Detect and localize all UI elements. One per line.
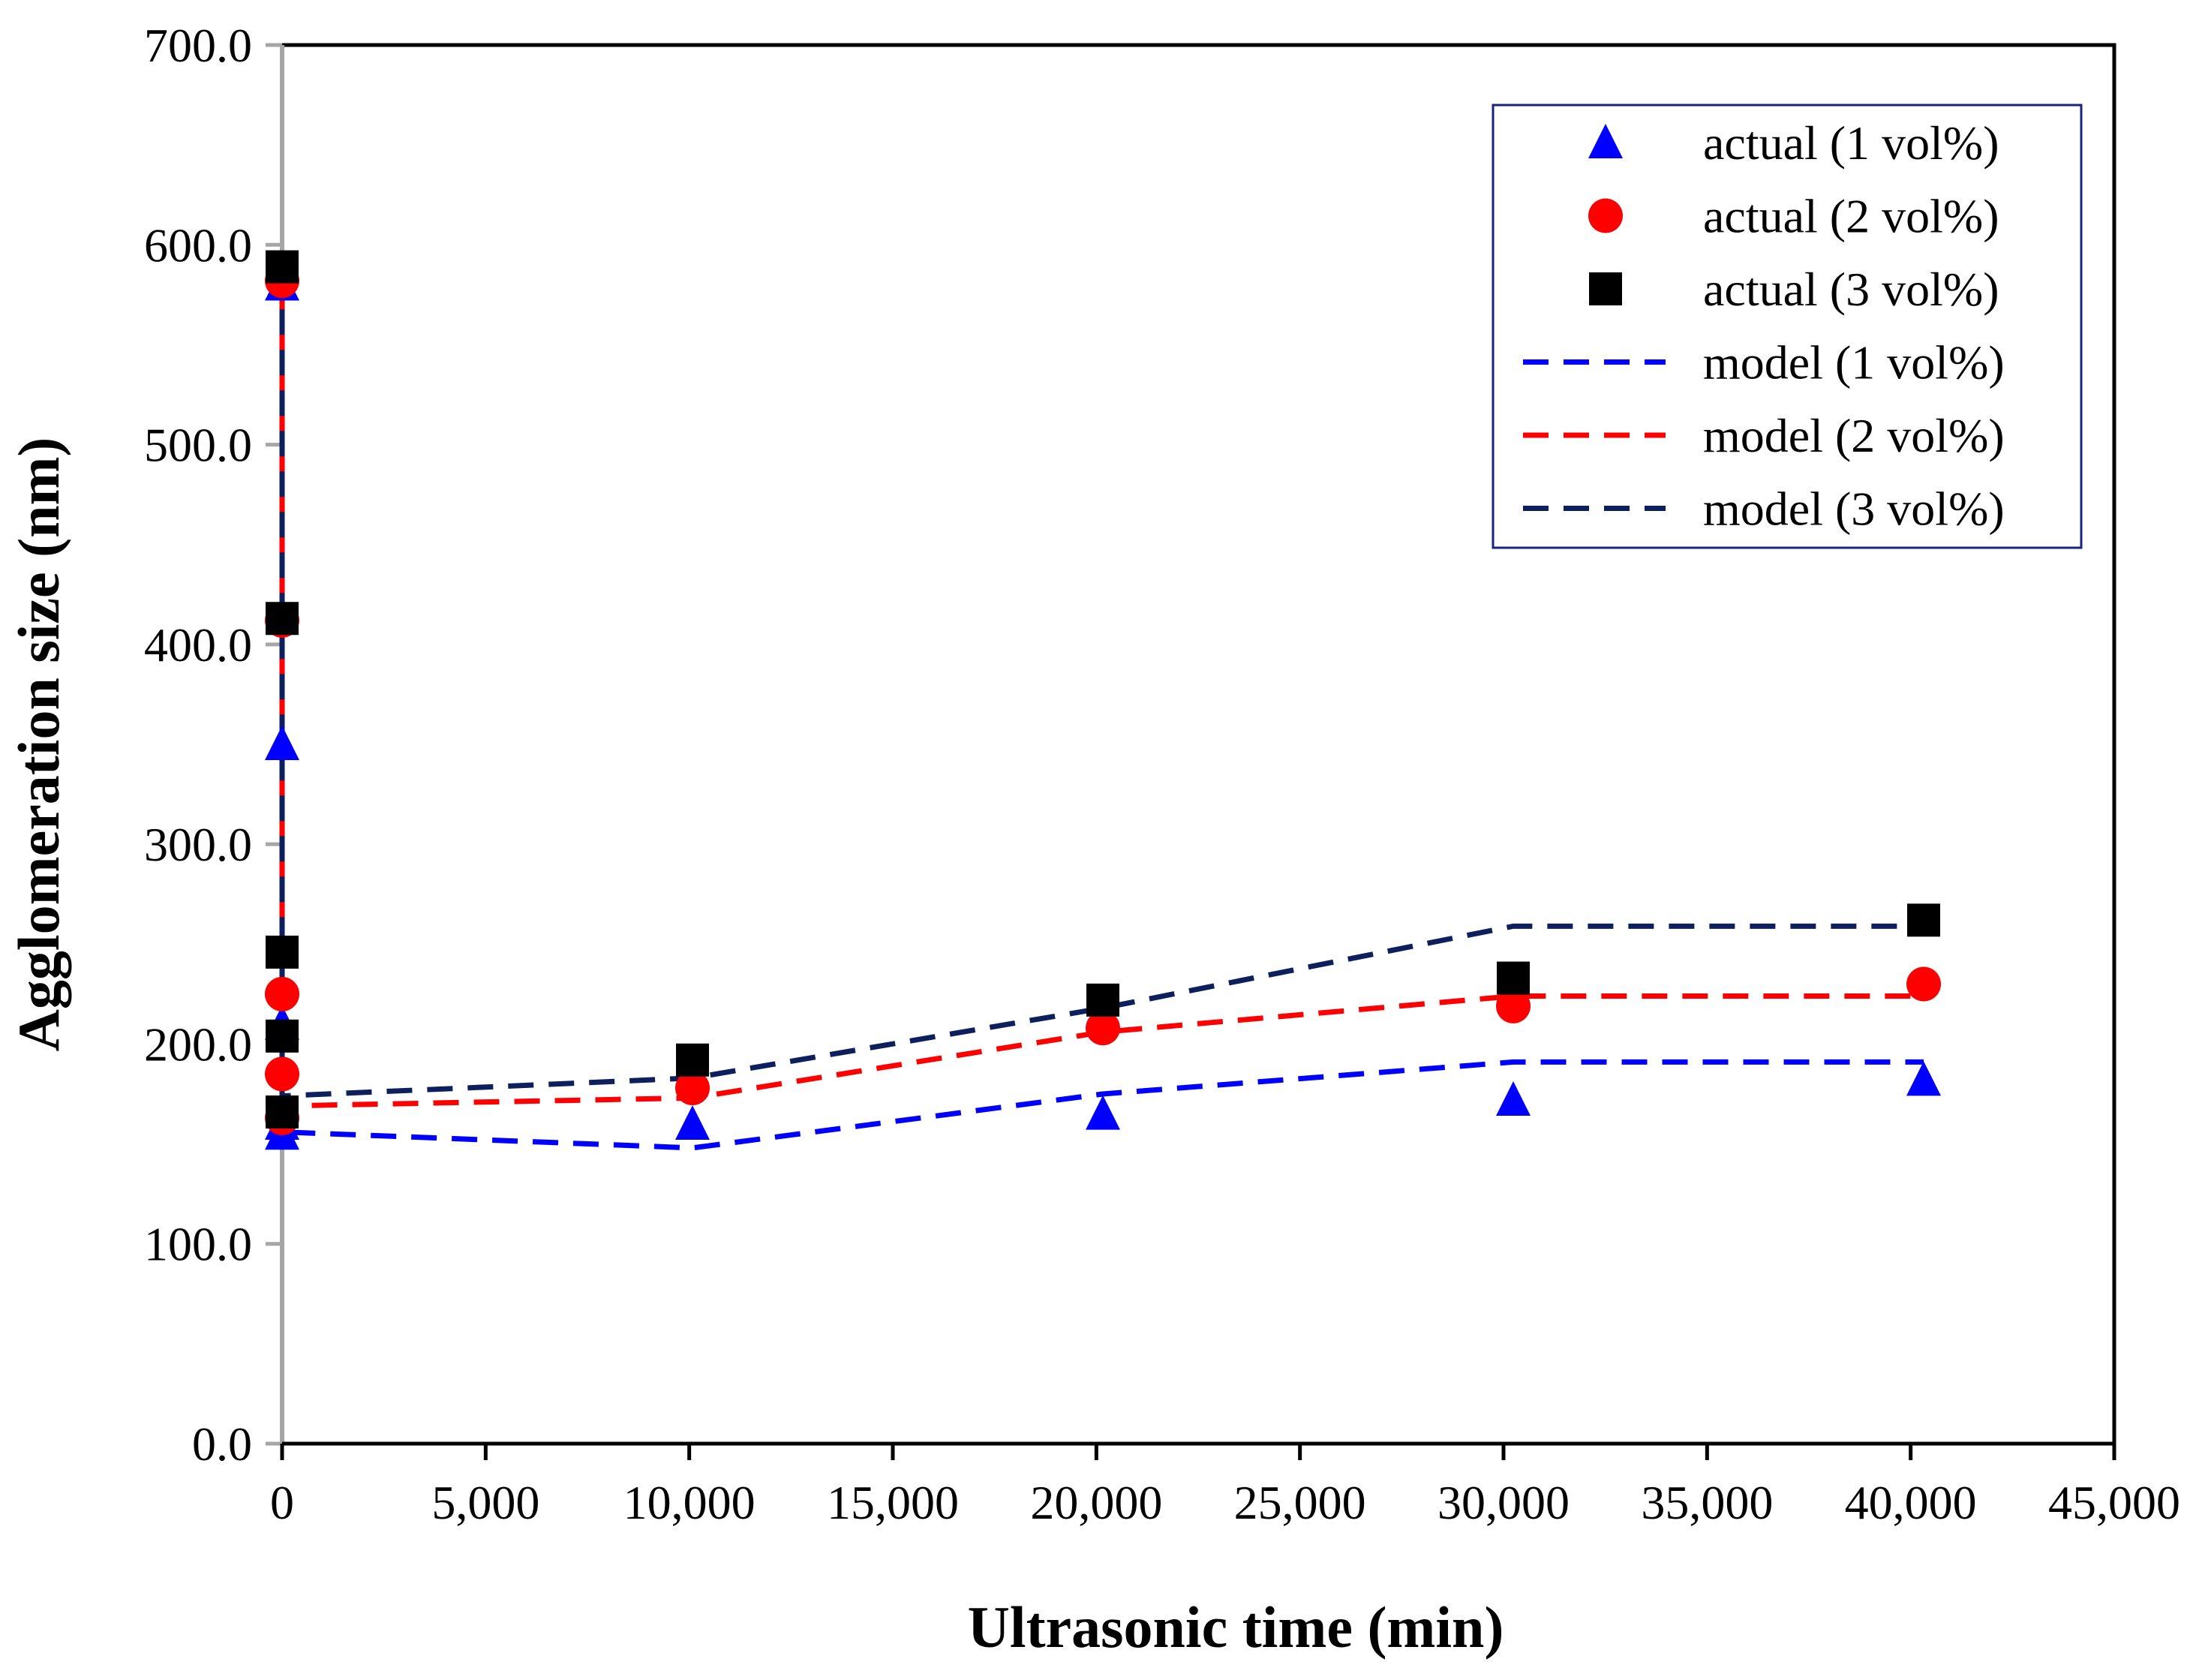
legend-model-2-vol-label: model (2 vol%) (1703, 409, 2005, 462)
actual-3-vol-point (1086, 983, 1120, 1017)
y-axis-title: Agglomeration size (nm) (6, 437, 71, 1052)
y-tick-label: 300.0 (144, 818, 252, 871)
y-tick-label: 200.0 (144, 1017, 252, 1071)
legend-actual-1-vol-label: actual (1 vol%) (1703, 116, 1999, 170)
x-axis-title: Ultrasonic time (min) (968, 1594, 1504, 1660)
y-tick-label: 500.0 (144, 419, 252, 472)
x-tick-label: 10,000 (623, 1476, 756, 1529)
x-tick-label: 45,000 (2048, 1476, 2180, 1529)
axes-layer: 0.0 100.0 200.0 300.0 400.0 500.0 600.0 700.0 0 5… (144, 19, 2180, 1529)
actual-3-vol-point (266, 935, 299, 969)
x-tick-label: 5,000 (431, 1476, 539, 1529)
actual-1-vol-point (265, 726, 299, 760)
actual-3-vol-point (266, 602, 299, 636)
legend-actual-2-vol-label: actual (2 vol%) (1703, 190, 1999, 243)
x-tick-label: 40,000 (1845, 1476, 1977, 1529)
actual-3-vol-point (266, 1019, 299, 1053)
legend-actual-3-vol-marker (1589, 272, 1622, 305)
actual-3-vol-point (1497, 961, 1531, 995)
actual-1-vol-point (1086, 1095, 1121, 1130)
y-tick-label: 600.0 (144, 218, 252, 272)
actual-2-vol-point (1496, 988, 1531, 1023)
actual-2-vol-point (1906, 966, 1942, 1002)
actual-1-vol-point (1496, 1080, 1531, 1116)
actual-3-vol-point (676, 1043, 710, 1077)
legend-actual-3-vol-label: actual (3 vol%) (1703, 263, 1999, 316)
legend-model-3-vol-label: model (3 vol%) (1703, 482, 2005, 536)
actual-2-vol-point (265, 976, 299, 1011)
actual-2-vol-point (675, 1071, 710, 1106)
actual-1-vol-point (1906, 1061, 1942, 1096)
actual-2-vol-point (265, 1056, 299, 1092)
x-tick-label: 20,000 (1030, 1476, 1162, 1529)
actual-2-vol-point (1086, 1011, 1121, 1046)
x-tick-label: 15,000 (827, 1476, 959, 1529)
legend-actual-1-vol-marker (1588, 124, 1623, 158)
legend-box (1492, 104, 2083, 549)
model-2-vol-line (279, 284, 1924, 1109)
legend: actual (1 vol%) actual (2 vol%) actual (3 … (1492, 104, 2083, 549)
actual-3-vol-point (266, 1095, 299, 1129)
legend-model-1-vol-label: model (1 vol%) (1703, 336, 2005, 389)
x-tick-label: 0 (270, 1476, 294, 1529)
y-tick-label: 400.0 (144, 618, 252, 672)
y-tick-label: 100.0 (144, 1218, 252, 1271)
y-tick-label: 700.0 (144, 19, 252, 72)
legend-actual-2-vol-marker (1588, 198, 1623, 233)
x-tick-label: 30,000 (1437, 1476, 1570, 1529)
y-tick-label: 0.0 (192, 1417, 252, 1471)
actual-3-vol-point (266, 250, 299, 284)
x-tick-label: 25,000 (1234, 1476, 1366, 1529)
x-tick-label: 35,000 (1641, 1476, 1773, 1529)
actual-1-vol-point (675, 1104, 710, 1140)
markers-layer (265, 250, 1942, 1150)
actual-3-vol-point (1907, 903, 1941, 937)
